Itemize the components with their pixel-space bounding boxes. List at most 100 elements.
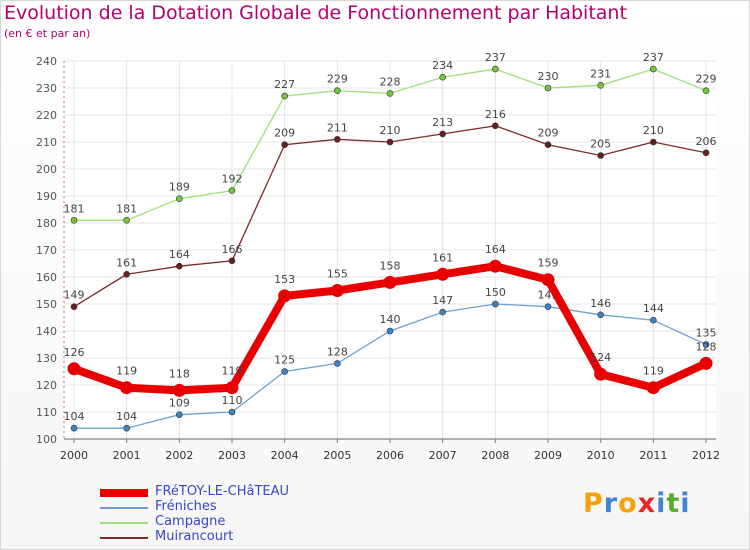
data-label: 211	[327, 121, 348, 134]
legend-item-muirancourt: Muirancourt	[100, 529, 360, 545]
data-label: 150	[485, 286, 506, 299]
logo-letter: x	[637, 488, 657, 519]
data-label: 229	[696, 73, 717, 86]
data-label: 104	[116, 410, 137, 423]
logo-letter: P	[583, 488, 604, 519]
data-label: 164	[169, 248, 190, 261]
legend-item-fretoy: FRéTOY-LE-CHâTEAU	[100, 484, 360, 500]
legend-item-campagne: Campagne	[100, 514, 360, 530]
data-label: 125	[274, 354, 295, 367]
y-tick-label: 140	[36, 325, 57, 338]
data-point	[172, 383, 186, 397]
data-label: 164	[485, 243, 506, 256]
data-point	[646, 381, 660, 395]
data-label: 237	[643, 51, 664, 64]
legend-label-fretoy: FRéTOY-LE-CHâTEAU	[155, 484, 290, 499]
x-tick-label: 2000	[60, 449, 88, 462]
data-point	[281, 141, 288, 148]
data-point	[702, 341, 710, 348]
data-label: 210	[380, 124, 401, 137]
data-point	[228, 408, 236, 416]
data-point	[123, 270, 130, 278]
data-label: 135	[696, 327, 717, 340]
data-point	[436, 267, 450, 281]
data-point	[488, 259, 502, 273]
data-label: 210	[643, 124, 664, 137]
chart-subtitle: (en € et par an)	[4, 27, 91, 40]
legend-swatch-fretoy	[100, 488, 148, 497]
data-label: 128	[696, 340, 717, 353]
data-point	[650, 316, 657, 324]
y-tick-label: 150	[36, 298, 57, 311]
data-label: 104	[64, 410, 85, 423]
data-point	[594, 367, 608, 381]
data-label: 181	[116, 202, 137, 215]
x-tick-label: 2001	[113, 449, 141, 462]
data-label: 230	[538, 70, 559, 83]
data-label: 119	[116, 365, 137, 378]
data-point	[176, 411, 183, 419]
y-tick-label: 160	[36, 271, 57, 284]
data-label: 118	[169, 367, 190, 380]
data-label: 140	[380, 313, 401, 326]
data-point	[544, 141, 552, 148]
data-label: 149	[64, 289, 85, 302]
y-tick-label: 130	[36, 352, 57, 365]
y-tick-label: 120	[36, 379, 57, 392]
legend-item-freniches: Fréniches	[100, 499, 360, 515]
data-point	[492, 65, 499, 73]
data-label: 147	[432, 294, 453, 307]
x-tick-label: 2003	[218, 449, 246, 462]
data-point	[439, 73, 446, 81]
y-tick-label: 220	[36, 109, 57, 122]
data-point	[281, 92, 288, 100]
logo-letter: r	[603, 488, 619, 519]
data-point	[176, 195, 183, 202]
data-label: 209	[538, 127, 559, 140]
data-label: 119	[222, 365, 243, 378]
data-label: 216	[485, 108, 506, 121]
data-point	[544, 84, 552, 92]
data-label: 228	[380, 75, 401, 88]
data-point	[597, 152, 604, 159]
legend-swatch-freniches	[100, 506, 148, 509]
data-label: 209	[274, 127, 295, 140]
y-tick-label: 110	[36, 406, 57, 419]
chart-title: Evolution de la Dotation Globale de Fonc…	[4, 2, 627, 24]
data-point	[597, 311, 604, 319]
y-tick-label: 210	[36, 136, 57, 149]
data-point	[439, 130, 446, 138]
logo-letter: i	[680, 488, 691, 519]
data-label: 205	[590, 138, 611, 151]
data-point	[492, 300, 499, 308]
y-tick-label: 170	[36, 244, 57, 257]
data-point	[650, 65, 657, 73]
data-label: 227	[274, 78, 295, 91]
data-label: 128	[327, 345, 348, 358]
data-point	[120, 381, 134, 395]
data-label: 181	[64, 202, 85, 215]
data-label: 124	[590, 351, 611, 364]
data-label: 213	[432, 116, 453, 129]
data-point	[228, 257, 236, 265]
legend-swatch-campagne	[100, 521, 148, 524]
logo-letter: o	[618, 488, 638, 519]
data-label: 159	[538, 257, 559, 270]
x-tick-label: 2010	[587, 449, 615, 462]
data-point	[176, 262, 183, 270]
data-point	[70, 217, 78, 224]
data-label: 192	[222, 173, 243, 186]
data-point	[597, 82, 604, 89]
data-point	[702, 149, 710, 157]
data-point	[123, 424, 130, 432]
y-tick-label: 240	[36, 55, 57, 68]
data-label: 144	[643, 302, 664, 315]
data-label: 229	[327, 73, 348, 86]
data-point	[386, 90, 394, 97]
x-tick-label: 2007	[429, 449, 457, 462]
legend-swatch-muirancourt	[100, 536, 148, 539]
data-point	[123, 217, 130, 224]
data-point	[225, 381, 239, 395]
data-point	[281, 368, 288, 375]
